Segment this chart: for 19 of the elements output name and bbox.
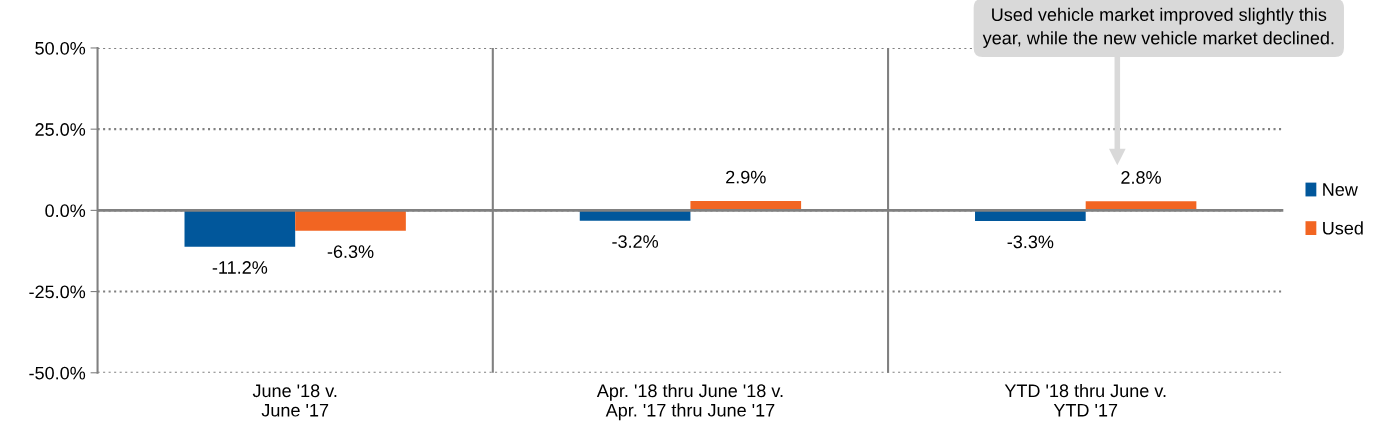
bar	[295, 210, 406, 231]
data-label: 2.8%	[1121, 171, 1161, 184]
x-tick-label: June '18 v. June '17	[252, 384, 337, 417]
data-label: -6.3%	[327, 245, 374, 258]
data-label: 2.9%	[726, 170, 766, 184]
y-tick-label: -25.0%	[29, 285, 86, 299]
data-label: -3.3%	[1007, 235, 1054, 249]
x-tick-label: YTD '18 thru June v. YTD '17	[1004, 383, 1166, 417]
y-tick-label: 25.0%	[35, 123, 86, 136]
data-label: -11.2%	[212, 261, 268, 274]
legend-label: Used	[1323, 221, 1363, 235]
x-tick-label: Apr. '18 thru June '18 v. Apr. '17 thru June '17	[596, 383, 783, 421]
annotation: Used vehicle market improved slightly this year, while the new vehicle market declined.	[982, 7, 1334, 48]
data-label: -3.2%	[612, 235, 659, 248]
y-tick-label: 50.0%	[35, 41, 86, 55]
legend-label: New	[1323, 183, 1358, 196]
bar	[184, 210, 296, 247]
y-tick-label: 0.0%	[45, 204, 86, 218]
y-tick-label: -50.0%	[29, 366, 86, 380]
